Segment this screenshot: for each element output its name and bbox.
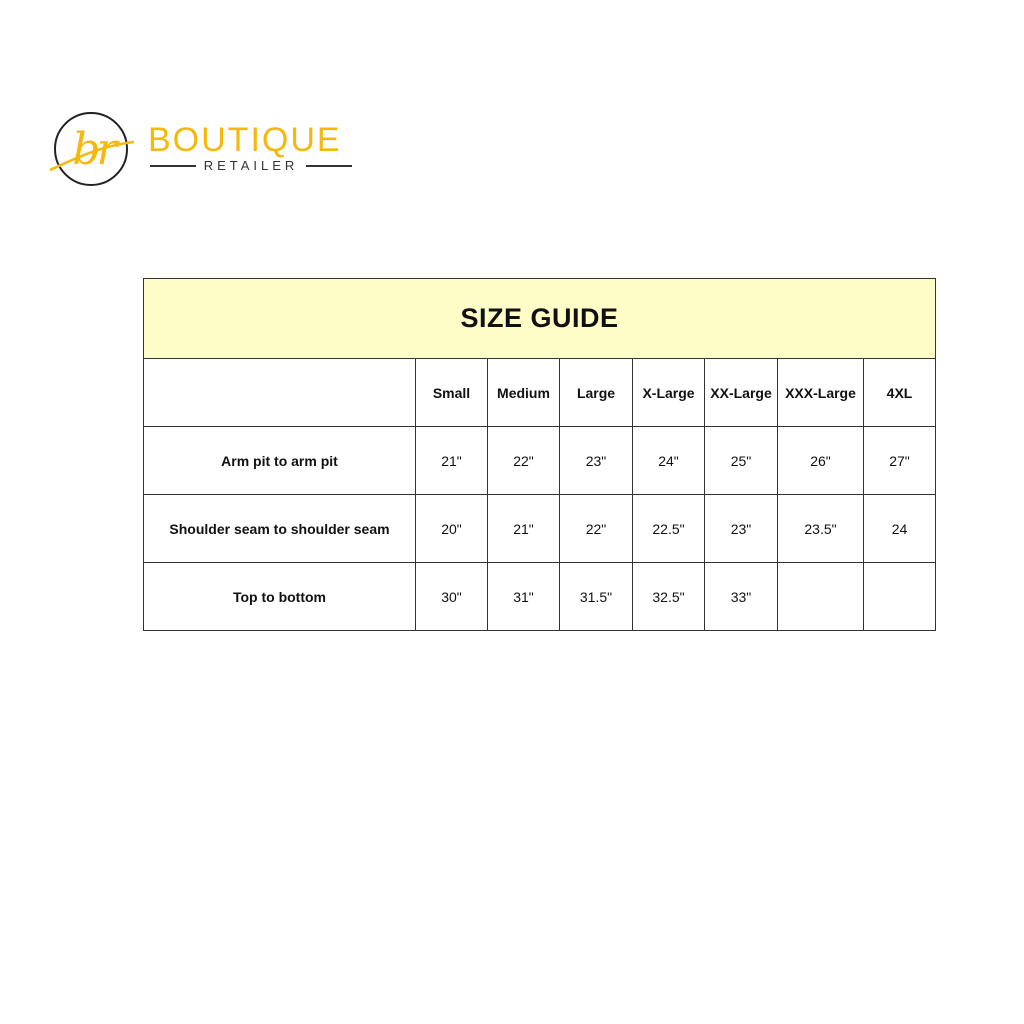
cell: 23.5" [777,494,864,563]
cell: 20" [415,494,488,563]
table-row: Arm pit to arm pit 21" 22" 23" 24" 25" 2… [143,426,936,495]
cell: 23" [559,426,633,495]
cell: 23" [704,494,778,563]
cell: 21" [415,426,488,495]
brand-subtitle: RETAILER [150,158,353,173]
column-header: Large [559,358,633,427]
column-header: Small [415,358,488,427]
cell: 31.5" [559,562,633,631]
cell: 30" [415,562,488,631]
table-title: SIZE GUIDE [143,278,936,359]
cell: 24" [632,426,705,495]
column-header: X-Large [632,358,705,427]
table-row: Top to bottom 30" 31" 31.5" 32.5" 33" [143,562,936,631]
cell: 22" [487,426,560,495]
brand-subtitle-text: RETAILER [203,158,299,173]
cell: 21" [487,494,560,563]
row-label: Top to bottom [143,562,416,631]
brand-name: BOUTIQUE [148,121,342,159]
header-row: Small Medium Large X-Large XX-Large XXX-… [143,358,936,427]
logo-circle [54,112,128,186]
cell: 27" [863,426,936,495]
cell: 22" [559,494,633,563]
column-header: Medium [487,358,560,427]
cell: 24 [863,494,936,563]
size-guide-table: SIZE GUIDE Small Medium Large X-Large XX… [143,278,936,631]
cell: 26" [777,426,864,495]
column-header: 4XL [863,358,936,427]
cell: 32.5" [632,562,705,631]
column-header: XXX-Large [777,358,864,427]
column-header [143,358,416,427]
cell: 25" [704,426,778,495]
table-row: Shoulder seam to shoulder seam 20" 21" 2… [143,494,936,563]
cell: 31" [487,562,560,631]
brand-logo: br BOUTIQUE RETAILER [48,110,358,190]
row-label: Arm pit to arm pit [143,426,416,495]
cell [777,562,864,631]
logo-monogram: br [72,124,117,175]
cell [863,562,936,631]
cell: 22.5" [632,494,705,563]
row-label: Shoulder seam to shoulder seam [143,494,416,563]
cell: 33" [704,562,778,631]
column-header: XX-Large [704,358,778,427]
logo-swash-icon [49,140,135,172]
